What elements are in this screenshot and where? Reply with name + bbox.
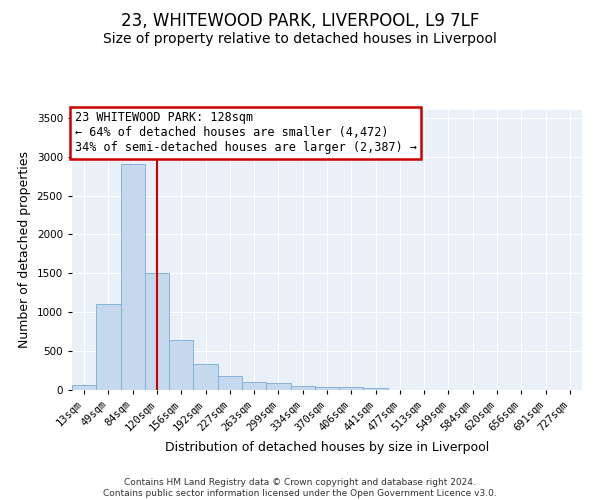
Bar: [96, 304, 121, 390]
Bar: [169, 340, 193, 390]
Text: Size of property relative to detached houses in Liverpool: Size of property relative to detached ho…: [103, 32, 497, 46]
Bar: [315, 388, 339, 390]
Bar: [145, 274, 169, 390]
Bar: [266, 383, 290, 390]
Bar: [218, 376, 242, 390]
Bar: [290, 386, 315, 390]
Bar: [72, 386, 96, 390]
Text: Contains HM Land Registry data © Crown copyright and database right 2024.
Contai: Contains HM Land Registry data © Crown c…: [103, 478, 497, 498]
Y-axis label: Number of detached properties: Number of detached properties: [18, 152, 31, 348]
Bar: [193, 364, 218, 390]
Text: 23 WHITEWOOD PARK: 128sqm
← 64% of detached houses are smaller (4,472)
34% of se: 23 WHITEWOOD PARK: 128sqm ← 64% of detac…: [74, 112, 416, 154]
Bar: [121, 164, 145, 390]
X-axis label: Distribution of detached houses by size in Liverpool: Distribution of detached houses by size …: [165, 441, 489, 454]
Bar: [242, 382, 266, 390]
Text: 23, WHITEWOOD PARK, LIVERPOOL, L9 7LF: 23, WHITEWOOD PARK, LIVERPOOL, L9 7LF: [121, 12, 479, 30]
Bar: [339, 388, 364, 390]
Bar: [364, 388, 388, 390]
